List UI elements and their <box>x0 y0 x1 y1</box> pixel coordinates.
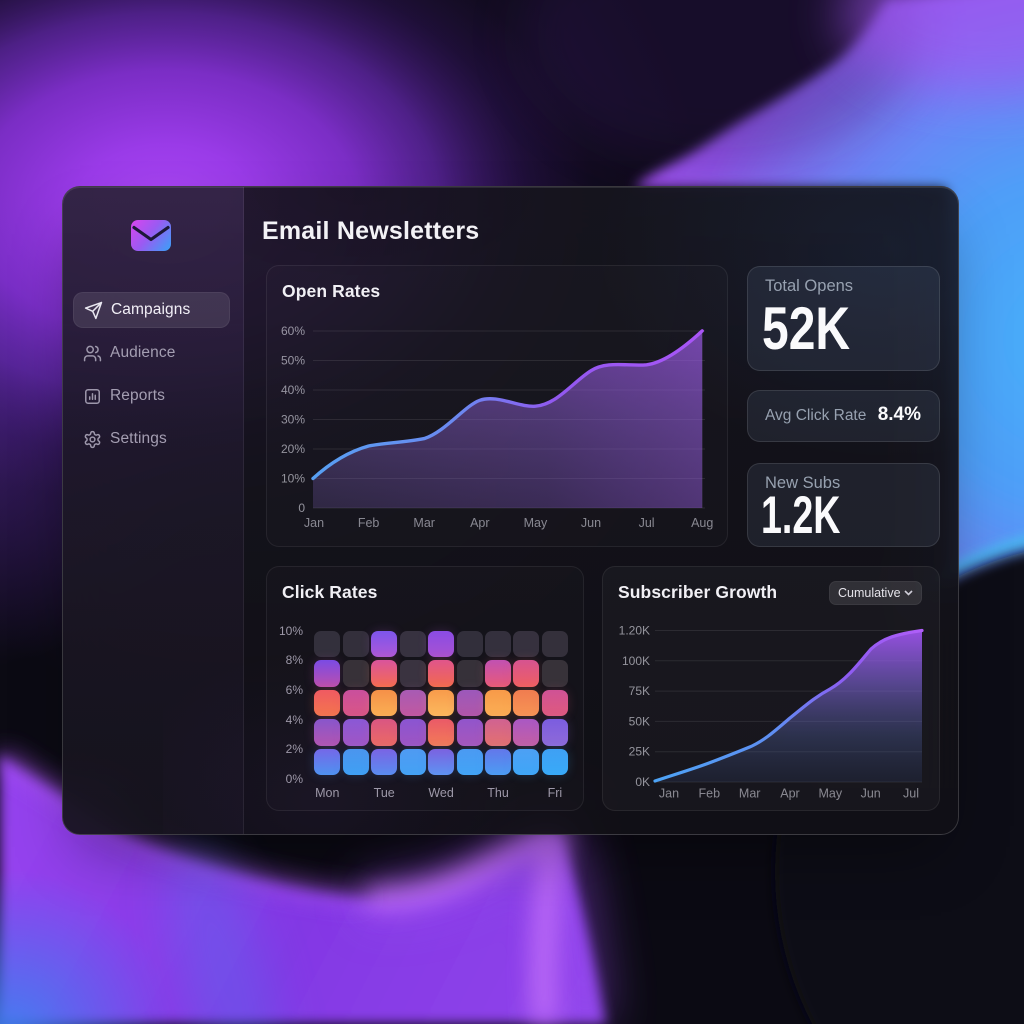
svg-text:Apr: Apr <box>470 516 489 530</box>
svg-text:Jul: Jul <box>903 787 919 801</box>
svg-text:1.20K: 1.20K <box>619 624 650 638</box>
svg-text:Jun: Jun <box>861 787 881 801</box>
svg-text:Jun: Jun <box>581 516 601 530</box>
svg-text:10%: 10% <box>281 472 305 486</box>
svg-text:Jul: Jul <box>639 516 655 530</box>
svg-text:40%: 40% <box>281 383 305 397</box>
svg-text:20%: 20% <box>281 442 305 456</box>
svg-text:Mar: Mar <box>739 787 761 801</box>
svg-text:Feb: Feb <box>699 787 721 801</box>
svg-text:0K: 0K <box>635 775 650 789</box>
svg-text:50%: 50% <box>281 354 305 368</box>
svg-text:May: May <box>818 787 842 801</box>
svg-text:0: 0 <box>298 501 305 515</box>
svg-text:Mar: Mar <box>413 516 435 530</box>
svg-text:30%: 30% <box>281 413 305 427</box>
svg-text:Feb: Feb <box>358 516 380 530</box>
svg-text:Apr: Apr <box>780 787 799 801</box>
svg-text:50K: 50K <box>629 714 650 728</box>
svg-text:25K: 25K <box>629 745 650 759</box>
svg-text:75K: 75K <box>629 684 650 698</box>
svg-text:Jan: Jan <box>659 787 679 801</box>
svg-text:60%: 60% <box>281 324 305 338</box>
svg-text:100K: 100K <box>622 654 650 668</box>
svg-text:Aug: Aug <box>691 516 713 530</box>
svg-text:Jan: Jan <box>304 516 324 530</box>
svg-text:May: May <box>524 516 548 530</box>
